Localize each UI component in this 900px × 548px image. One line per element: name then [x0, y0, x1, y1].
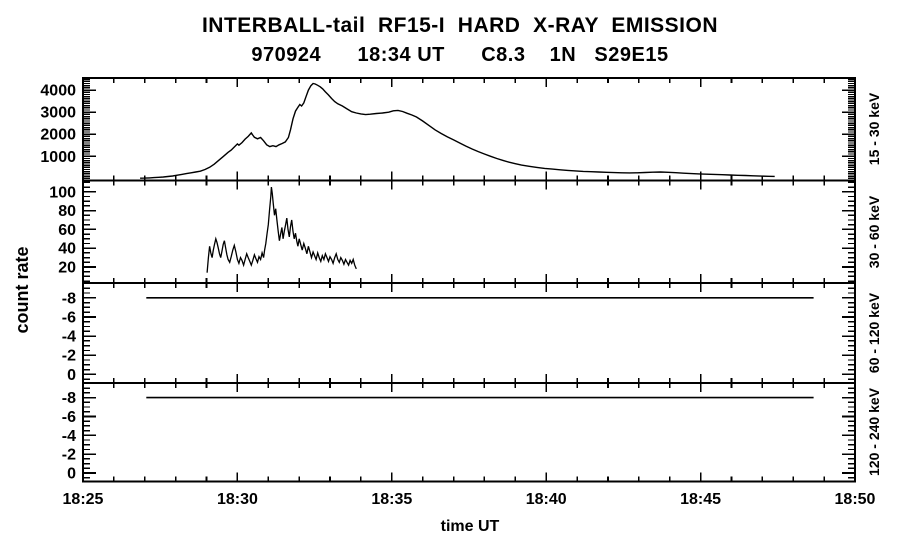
panel3-energy-band-label: 60 - 120 keV [866, 292, 882, 374]
panel-frame [82, 179, 856, 284]
y-tick-label: 20 [58, 260, 76, 277]
x-tick-label: 18:40 [526, 491, 567, 508]
y-tick-label: 4000 [40, 83, 76, 100]
panel-4: 0 -2 -4 -6 -8 [62, 382, 856, 483]
y-tick-label: 3000 [40, 105, 76, 122]
panel2-energy-band-label: 30 - 60 keV [866, 195, 882, 269]
y-tick-label: 80 [58, 203, 76, 220]
panel-frame [82, 382, 856, 483]
x-tick-label: 18:35 [371, 491, 412, 508]
chart-subtitle: 970924 18:34 UT C8.3 1N S29E15 [251, 44, 669, 66]
x-tick-label: 18:25 [63, 491, 104, 508]
y-tick-label: -2 [62, 348, 76, 365]
x-axis-label: time UT [440, 518, 500, 535]
y-axis-label: count rate [12, 246, 32, 334]
panel-1: 1000 2000 3000 4000 [40, 77, 856, 182]
y-tick-label: 40 [58, 241, 76, 258]
x-tick-label: 18:30 [217, 491, 258, 508]
y-tick-label: 0 [67, 367, 76, 384]
y-tick-label: -6 [62, 409, 76, 426]
y-tick-label: -4 [62, 428, 76, 445]
y-tick-label: -6 [62, 309, 76, 326]
y-tick-label: -8 [62, 290, 76, 307]
panel-frame [82, 77, 856, 182]
data-curve [206, 187, 357, 273]
y-tick-label: 100 [49, 184, 76, 201]
x-tick-label: 18:45 [680, 491, 721, 508]
y-tick-label: -4 [62, 329, 76, 346]
panel-2: 20 40 60 80 100 [49, 179, 856, 284]
y-tick-label: 1000 [40, 149, 76, 166]
y-tick-label: 60 [58, 222, 76, 239]
x-axis-tick-labels: 18:25 18:30 18:35 18:40 18:45 18:50 [63, 491, 876, 508]
x-tick-label: 18:50 [835, 491, 876, 508]
panel1-energy-band-label: 15 - 30 keV [866, 92, 882, 166]
y-tick-label: -8 [62, 390, 76, 407]
panel-3: 0 -2 -4 -6 -8 [62, 282, 856, 384]
y-tick-label: 0 [67, 466, 76, 483]
data-curve [140, 82, 775, 179]
chart-title: INTERBALL-tail RF15-I HARD X-RAY EMISSIO… [201, 14, 719, 37]
panel4-energy-band-label: 120 - 240 keV [866, 388, 882, 476]
y-tick-label: -2 [62, 447, 76, 464]
y-tick-label: 2000 [40, 127, 76, 144]
